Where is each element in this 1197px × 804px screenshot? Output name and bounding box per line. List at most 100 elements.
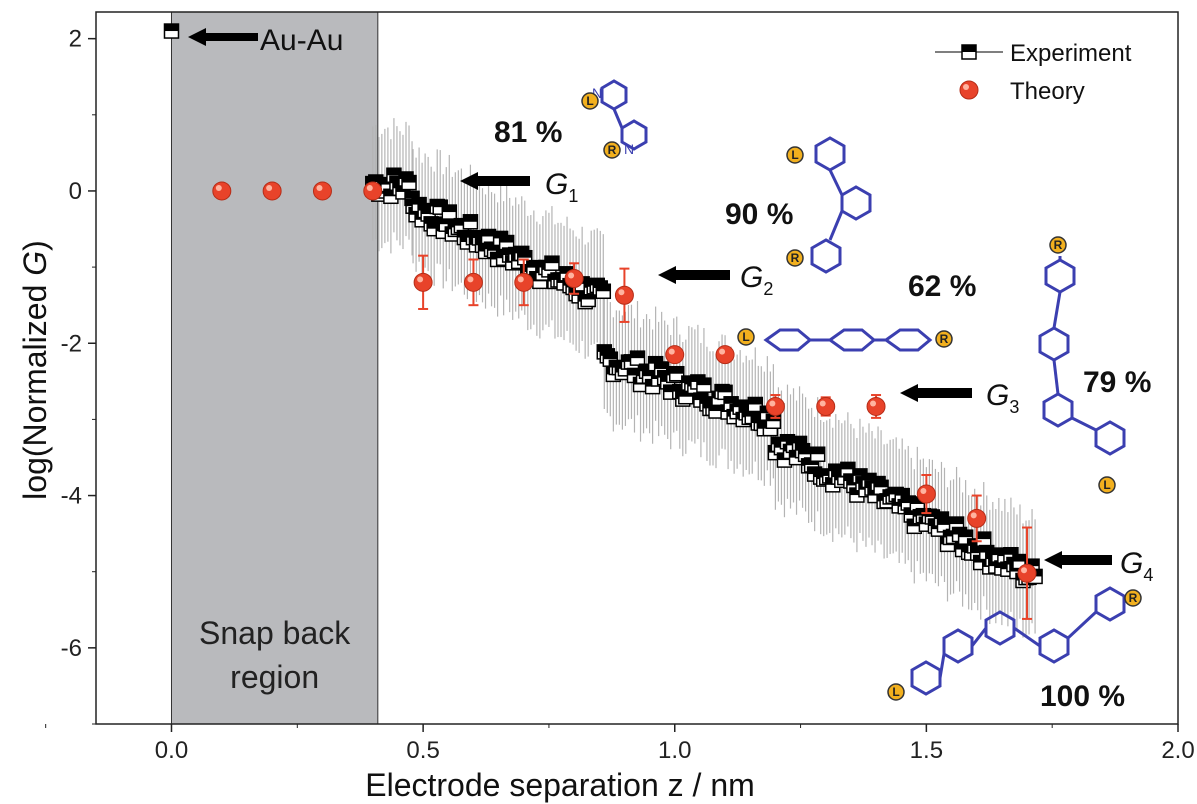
molecule-branched: R L — [1038, 236, 1126, 494]
experiment-point — [163, 23, 180, 39]
axis-ticks: 0.0 0.5 1.0 1.5 2.0 2 0 -2 -4 -6 — [45, 26, 1195, 764]
anchor-left-icon — [887, 683, 905, 701]
percentage-100: 100 % — [1040, 680, 1125, 713]
arrow-g1 — [460, 172, 530, 190]
svg-text:R: R — [1129, 591, 1138, 605]
plot-frame — [95, 11, 1179, 725]
percentage-62: 62 % — [908, 270, 976, 303]
experiment-point — [595, 283, 612, 300]
theory-point — [312, 181, 332, 201]
svg-text:R: R — [940, 332, 949, 346]
theory-point — [665, 345, 685, 365]
experiment-point — [544, 255, 560, 271]
legend-label-theory: Theory — [1010, 78, 1085, 105]
anchor-left-icon — [737, 328, 755, 346]
theory-point — [262, 181, 282, 201]
g1-label: G1 — [545, 168, 578, 206]
legend: Experiment Theory — [935, 40, 1132, 105]
theory-point — [363, 181, 383, 201]
experiment-point — [975, 531, 992, 547]
annotation-g4: G4 — [1044, 547, 1153, 585]
anchor-right-icon — [786, 249, 804, 267]
theory-point — [514, 258, 534, 307]
x-tick-label: 2.0 — [1161, 737, 1194, 764]
arrow-g3 — [900, 384, 972, 402]
y-axis-title-symbol: G — [17, 251, 53, 276]
svg-text:L: L — [586, 94, 593, 108]
svg-text:R: R — [608, 143, 617, 157]
y-tick-label: -4 — [61, 483, 82, 510]
theory-point — [413, 254, 433, 310]
theory-series — [212, 181, 1037, 620]
anchor-left-icon — [786, 146, 804, 164]
arrow-g4 — [1044, 551, 1112, 569]
g4-label: G4 — [1120, 547, 1153, 585]
experiment-point — [696, 377, 712, 393]
annotation-g1: G1 — [460, 168, 578, 206]
experiment-point — [765, 413, 782, 430]
annotation-au-au: Au-Au — [188, 24, 343, 57]
snap-back-label-line1: Snap back — [199, 615, 351, 651]
arrow-g2 — [658, 266, 730, 284]
y-tick-label: 0 — [69, 178, 82, 205]
svg-text:L: L — [1103, 478, 1110, 492]
svg-text:L: L — [791, 148, 798, 162]
theory-point — [967, 494, 987, 543]
g2-label: G2 — [740, 261, 773, 299]
molecule-long: L R — [887, 586, 1142, 701]
au-au-label: Au-Au — [260, 24, 343, 57]
percentage-79: 79 % — [1083, 366, 1151, 399]
y-axis-title-main: log(Normalized — [17, 276, 53, 500]
experiment-point — [401, 174, 417, 191]
anchor-left-icon — [1098, 476, 1116, 494]
svg-text:L: L — [742, 330, 749, 344]
percentage-81: 81 % — [494, 116, 562, 149]
theory-point — [765, 394, 785, 419]
x-axis-title: Electrode separation z / nm — [365, 767, 755, 803]
anchor-right-icon — [935, 330, 953, 348]
theory-point — [715, 345, 735, 365]
anchor-right-icon — [1049, 236, 1067, 254]
theory-point — [866, 394, 886, 419]
svg-text:L: L — [892, 685, 899, 699]
y-tick-label: 2 — [69, 26, 82, 53]
g3-label: G3 — [986, 379, 1019, 417]
molecule-bipyridine: N N L R — [581, 79, 648, 159]
experiment-point — [498, 234, 515, 251]
y-tick-label: -6 — [61, 635, 82, 662]
snap-back-region — [170, 11, 379, 725]
x-tick-label: 0.0 — [155, 737, 188, 764]
annotation-g3: G3 — [900, 379, 1019, 417]
legend-label-experiment: Experiment — [1010, 40, 1132, 67]
theory-point — [816, 396, 836, 417]
anchor-right-icon — [1124, 589, 1142, 607]
legend-marker-theory — [959, 80, 979, 100]
svg-text:N: N — [592, 85, 602, 101]
anchor-left-icon — [581, 92, 599, 110]
theory-point — [916, 473, 936, 515]
snap-back-label-line2: region — [230, 659, 319, 695]
arrow-au-au — [188, 28, 258, 46]
experiment-point — [629, 350, 646, 366]
annotation-g2: G2 — [658, 261, 773, 299]
svg-text:N: N — [624, 141, 634, 157]
y-tick-label: -2 — [61, 330, 82, 357]
theory-point — [564, 262, 584, 295]
theory-point — [463, 258, 483, 307]
experiment-point — [669, 365, 685, 382]
x-tick-label: 1.5 — [910, 737, 943, 764]
y-axis-title: log(Normalized G) — [17, 240, 53, 500]
experiment-point — [441, 204, 458, 220]
x-tick-label: 1.0 — [658, 737, 691, 764]
svg-text:R: R — [791, 251, 800, 265]
experiment-point — [462, 214, 479, 230]
svg-text:R: R — [1054, 238, 1063, 252]
percentage-90: 90 % — [725, 198, 793, 231]
molecule-terpyridine: L R — [786, 136, 872, 274]
theory-point — [212, 181, 232, 201]
y-axis-title-close: ) — [17, 240, 53, 251]
theory-point — [614, 267, 634, 323]
experiment-point — [747, 396, 764, 413]
theory-point — [1017, 526, 1037, 620]
